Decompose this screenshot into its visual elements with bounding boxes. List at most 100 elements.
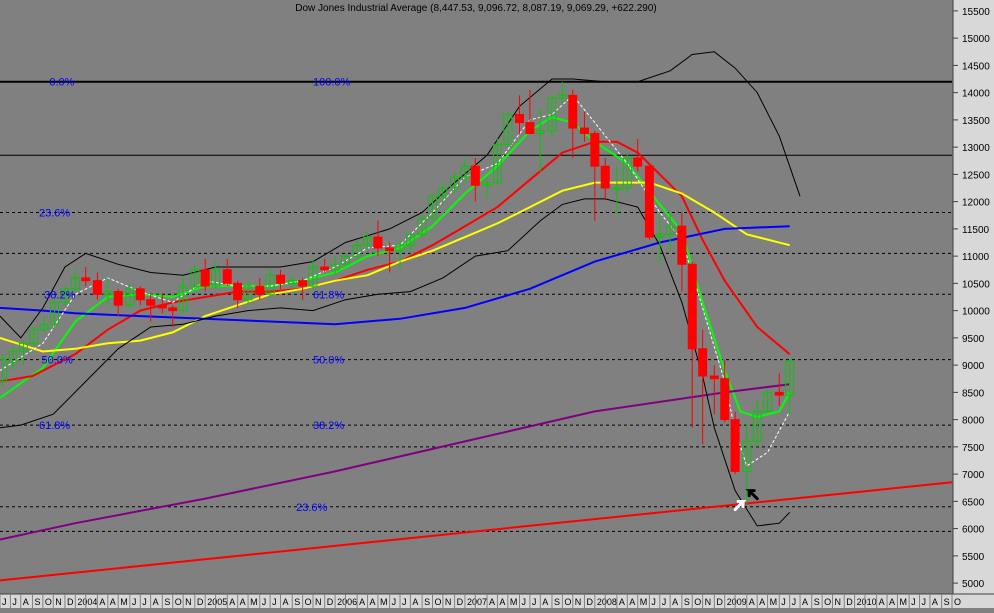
x-tick-label-76: O — [824, 597, 831, 607]
x-tick-label-43: 2007 — [467, 597, 487, 607]
x-tick-label-22: A — [240, 597, 246, 607]
x-tick-label-36: J — [392, 597, 397, 607]
candle-body-65 — [698, 348, 708, 377]
candle-body-52 — [557, 94, 567, 99]
x-tick-label-84: J — [911, 597, 916, 607]
x-tick-label-87: S — [944, 597, 950, 607]
candle-body-10 — [103, 291, 113, 295]
x-tick-label-29: N — [315, 597, 322, 607]
y-tick-label-8: 9000 — [962, 361, 985, 372]
x-tick-label-23: M — [250, 597, 258, 607]
x-tick-label-19: 2005 — [207, 597, 227, 607]
candle-body-49 — [525, 122, 535, 135]
candle-body-19 — [200, 269, 210, 287]
x-tick-label-34: A — [370, 597, 376, 607]
candle-body-30 — [320, 266, 330, 271]
x-tick-label-50: A — [542, 597, 548, 607]
x-tick-label-40: O — [434, 597, 441, 607]
candle-body-16 — [168, 307, 178, 312]
y-tick-label-16: 13000 — [962, 143, 990, 154]
x-tick-label-88: O — [954, 597, 961, 607]
fib-label-0: 0.0% — [49, 77, 74, 89]
x-tick-label-61: J — [662, 597, 667, 607]
fib-label-9: 23.6% — [296, 502, 327, 514]
x-tick-label-35: M — [380, 597, 388, 607]
y-tick-label-19: 14500 — [962, 61, 990, 72]
candle-body-22 — [233, 282, 243, 301]
candle-body-57 — [612, 187, 622, 190]
x-tick-label-72: J — [781, 597, 786, 607]
candle-body-13 — [135, 288, 145, 301]
candle-body-37 — [395, 244, 405, 252]
x-tick-label-60: J — [651, 597, 656, 607]
x-tick-label-52: O — [564, 597, 571, 607]
y-tick-label-6: 8000 — [962, 416, 985, 427]
candle-body-70 — [752, 410, 762, 442]
candle-body-55 — [590, 133, 600, 167]
fib-label-3: 38.2% — [44, 289, 75, 301]
y-tick-label-13: 11500 — [962, 225, 990, 236]
x-tick-label-75: S — [814, 597, 820, 607]
fib-label-6: 50.0% — [313, 355, 344, 367]
x-tick-label-70: A — [759, 597, 765, 607]
x-tick-label-77: N — [835, 597, 842, 607]
candle-body-23 — [243, 285, 253, 301]
x-tick-label-81: A — [879, 597, 885, 607]
candle-body-73 — [785, 360, 795, 396]
chart-title: Dow Jones Industrial Average (8,447.53, … — [295, 3, 656, 14]
arrow-marker-0 — [733, 500, 747, 512]
candle-body-31 — [330, 263, 340, 271]
x-tick-label-38: A — [412, 597, 418, 607]
arrow-marker-1 — [745, 489, 759, 501]
candle-body-8 — [81, 277, 91, 282]
candle-body-20 — [211, 269, 221, 287]
x-tick-label-53: N — [575, 597, 582, 607]
x-tick-label-1: J — [12, 597, 17, 607]
y-tick-label-12: 11000 — [962, 252, 990, 263]
candle-body-62 — [665, 225, 675, 235]
x-tick-label-67: 2009 — [727, 597, 747, 607]
x-tick-label-59: M — [640, 597, 648, 607]
x-tick-label-47: M — [510, 597, 518, 607]
fib-label-8: 38.2% — [313, 420, 344, 432]
x-tick-label-27: S — [294, 597, 300, 607]
x-tick-label-74: A — [802, 597, 808, 607]
candle-body-48 — [515, 113, 525, 124]
x-tick-label-7: 2004 — [77, 597, 97, 607]
x-tick-label-48: J — [522, 597, 527, 607]
x-tick-label-79: 2010 — [857, 597, 877, 607]
x-tick-label-15: S — [164, 597, 170, 607]
candle-body-41 — [438, 187, 448, 197]
fib-label-4: 61.8% — [313, 289, 344, 301]
y-tick-label-15: 12500 — [962, 170, 990, 181]
candle-body-58 — [622, 157, 632, 189]
x-tick-label-30: D — [327, 597, 334, 607]
candle-body-72 — [774, 391, 784, 396]
candle-body-3 — [29, 329, 39, 344]
candle-body-36 — [385, 247, 395, 252]
candle-body-2 — [18, 342, 28, 352]
candle-body-54 — [579, 127, 589, 135]
candle-body-66 — [709, 375, 719, 380]
x-tick-label-6: D — [67, 597, 74, 607]
candle-body-4 — [39, 323, 49, 331]
y-tick-label-3: 6500 — [962, 497, 985, 508]
candle-body-25 — [265, 274, 275, 295]
candle-body-24 — [255, 285, 265, 295]
candle-body-28 — [298, 280, 308, 287]
x-tick-label-41: N — [445, 597, 452, 607]
x-tick-label-39: S — [424, 597, 430, 607]
candle-body-14 — [146, 299, 156, 306]
x-tick-label-33: A — [359, 597, 365, 607]
y-tick-label-9: 9500 — [962, 334, 985, 345]
candle-body-6 — [60, 288, 70, 303]
x-tick-label-10: A — [110, 597, 116, 607]
series-line-5 — [0, 481, 953, 582]
candle-body-53 — [568, 94, 578, 129]
x-tick-label-4: O — [45, 597, 52, 607]
candle-body-67 — [720, 378, 730, 421]
series-line-3 — [0, 225, 790, 326]
x-tick-label-82: A — [889, 597, 895, 607]
y-tick-label-7: 8500 — [962, 388, 985, 399]
x-tick-label-54: D — [586, 597, 593, 607]
